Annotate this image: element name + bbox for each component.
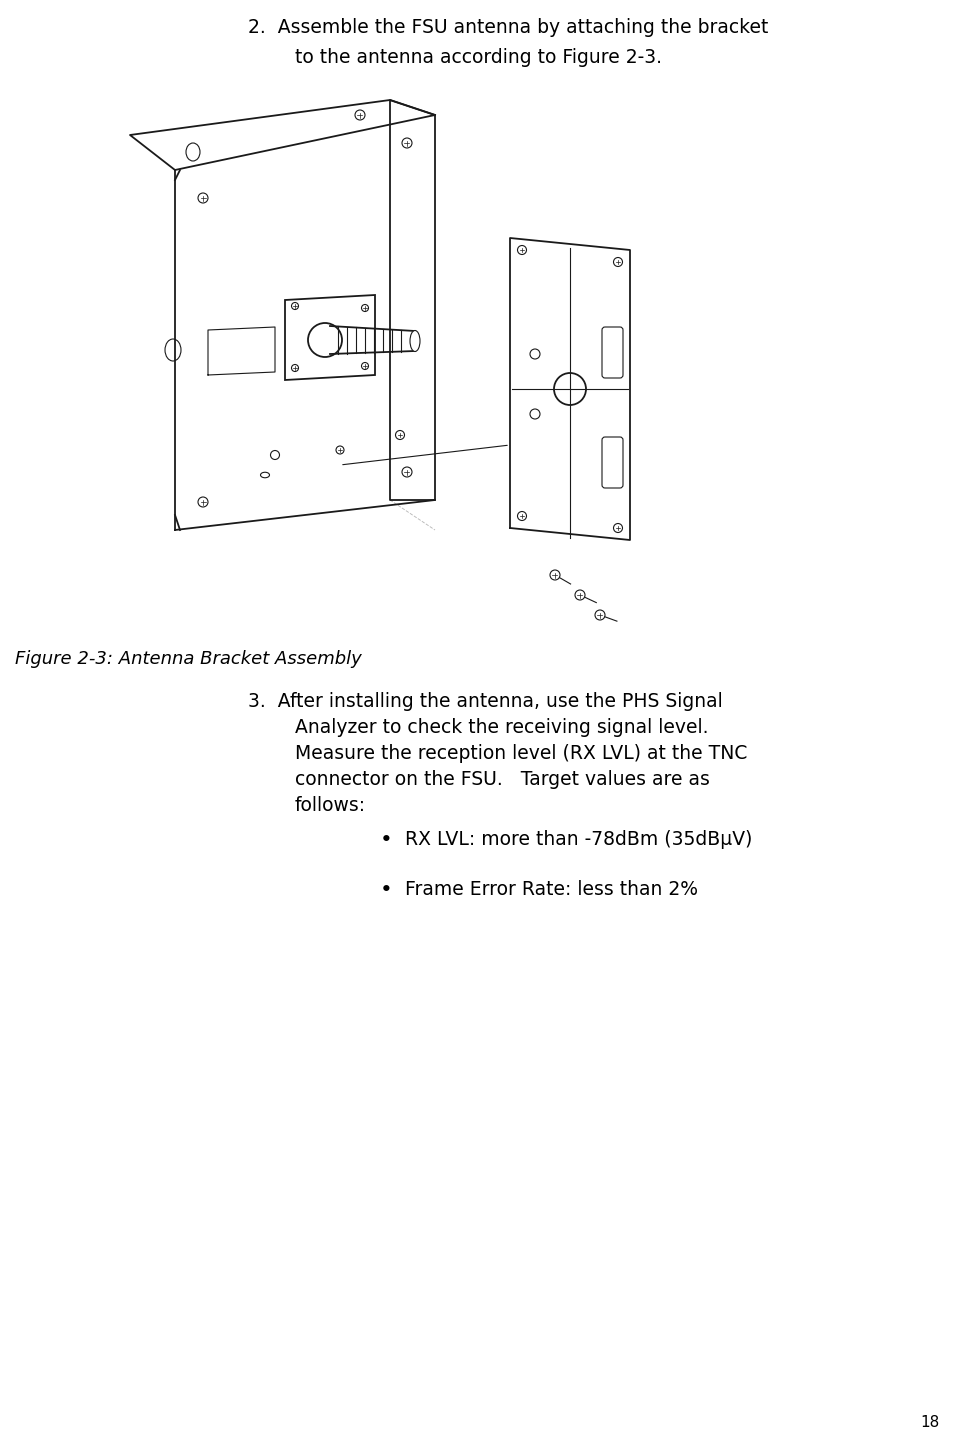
Text: 2.  Assemble the FSU antenna by attaching the bracket: 2. Assemble the FSU antenna by attaching… — [248, 17, 768, 38]
Text: Frame Error Rate: less than 2%: Frame Error Rate: less than 2% — [405, 880, 698, 899]
Text: RX LVL: more than -78dBm (35dBμV): RX LVL: more than -78dBm (35dBμV) — [405, 830, 752, 848]
Text: connector on the FSU.   Target values are as: connector on the FSU. Target values are … — [295, 771, 710, 789]
Text: to the antenna according to Figure 2-3.: to the antenna according to Figure 2-3. — [295, 48, 662, 66]
Text: 18: 18 — [921, 1416, 940, 1430]
Ellipse shape — [410, 330, 420, 352]
Text: Analyzer to check the receiving signal level.: Analyzer to check the receiving signal l… — [295, 719, 708, 737]
Text: Figure 2-3: Antenna Bracket Assembly: Figure 2-3: Antenna Bracket Assembly — [15, 649, 361, 668]
Text: follows:: follows: — [295, 797, 366, 815]
Text: Measure the reception level (RX LVL) at the TNC: Measure the reception level (RX LVL) at … — [295, 745, 747, 763]
Text: 3.  After installing the antenna, use the PHS Signal: 3. After installing the antenna, use the… — [248, 693, 723, 711]
Text: •: • — [380, 880, 392, 900]
Text: •: • — [380, 830, 392, 850]
